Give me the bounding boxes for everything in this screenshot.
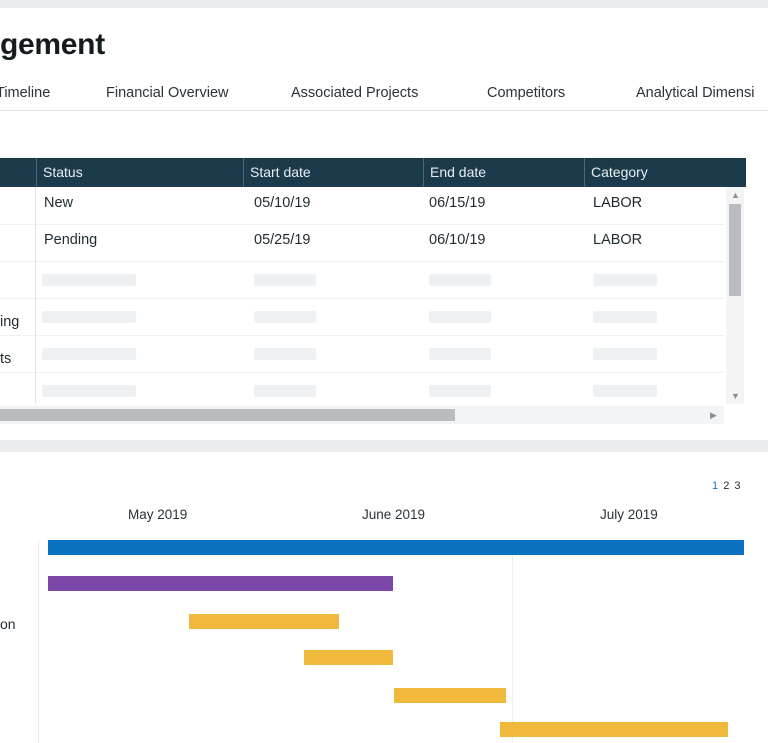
column-header-end-date[interactable]: End date bbox=[423, 158, 584, 187]
loading-placeholder bbox=[593, 348, 657, 360]
row-label: ts bbox=[0, 351, 12, 367]
loading-placeholder bbox=[593, 385, 657, 397]
category-cell: LABOR bbox=[593, 232, 643, 248]
column-header-start-date[interactable]: Start date bbox=[243, 158, 423, 187]
loading-placeholder bbox=[42, 385, 136, 397]
loading-placeholder bbox=[429, 385, 491, 397]
gantt-bar-blue[interactable] bbox=[48, 540, 744, 555]
pager: 1 2 3 bbox=[712, 480, 742, 492]
gantt-row-label: on bbox=[0, 616, 16, 632]
horizontal-scroll-thumb[interactable] bbox=[0, 409, 455, 421]
loading-placeholder bbox=[42, 274, 136, 286]
loading-placeholder bbox=[42, 348, 136, 360]
scroll-down-icon[interactable]: ▼ bbox=[731, 391, 740, 401]
loading-placeholder bbox=[42, 311, 136, 323]
scroll-right-icon[interactable]: ▶ bbox=[710, 410, 717, 420]
start-date-cell: 05/10/19 bbox=[254, 195, 311, 211]
loading-placeholder bbox=[593, 274, 657, 286]
scroll-up-icon[interactable]: ▲ bbox=[731, 190, 740, 200]
frozen-column-divider bbox=[35, 187, 36, 404]
start-date-cell: 05/25/19 bbox=[254, 232, 311, 248]
gantt-bar-yellow[interactable] bbox=[394, 688, 506, 703]
status-cell: New bbox=[44, 195, 74, 211]
details-panel: gement Timeline Financial Overview Assoc… bbox=[0, 8, 768, 440]
gantt-bar-yellow[interactable] bbox=[304, 650, 393, 665]
gantt-gridline bbox=[38, 540, 39, 743]
placeholder-row bbox=[0, 372, 724, 404]
end-date-cell: 06/10/19 bbox=[429, 232, 486, 248]
placeholder-row bbox=[0, 335, 724, 373]
vertical-scrollbar[interactable]: ▲ ▼ bbox=[726, 187, 744, 404]
loading-placeholder bbox=[254, 274, 316, 286]
tab-associated-projects[interactable]: Associated Projects bbox=[291, 85, 419, 101]
gantt-bar-purple[interactable] bbox=[48, 576, 393, 591]
table-row[interactable]: Pending 05/25/19 06/10/19 LABOR bbox=[0, 224, 724, 262]
gantt-bar-yellow[interactable] bbox=[189, 614, 339, 629]
page-2-link[interactable]: 2 bbox=[723, 480, 731, 492]
month-label: June 2019 bbox=[362, 507, 426, 522]
tab-bar: Timeline Financial Overview Associated P… bbox=[0, 80, 768, 111]
loading-placeholder bbox=[429, 348, 491, 360]
month-label: July 2019 bbox=[600, 507, 658, 522]
gantt-gridline bbox=[512, 540, 513, 743]
grid-header: Status Start date End date Category bbox=[0, 158, 746, 187]
category-cell: LABOR bbox=[593, 195, 643, 211]
timeline-panel: 1 2 3 May 2019 June 2019 July 2019 on bbox=[0, 452, 768, 743]
data-grid: Status Start date End date Category New … bbox=[0, 158, 746, 426]
placeholder-row bbox=[0, 298, 724, 336]
loading-placeholder bbox=[429, 311, 491, 323]
page-1-link[interactable]: 1 bbox=[712, 480, 720, 492]
column-header-status[interactable]: Status bbox=[36, 158, 243, 187]
loading-placeholder bbox=[593, 311, 657, 323]
column-header-category[interactable]: Category bbox=[584, 158, 746, 187]
tab-timeline[interactable]: Timeline bbox=[0, 85, 51, 101]
month-label: May 2019 bbox=[128, 507, 188, 522]
tab-financial-overview[interactable]: Financial Overview bbox=[106, 85, 229, 101]
page-title: gement bbox=[0, 28, 105, 61]
tab-analytical-dimensions[interactable]: Analytical Dimensi bbox=[636, 85, 755, 101]
status-cell: Pending bbox=[44, 232, 98, 248]
loading-placeholder bbox=[254, 348, 316, 360]
table-row[interactable]: New 05/10/19 06/15/19 LABOR bbox=[0, 187, 724, 225]
horizontal-scrollbar[interactable]: ▶ bbox=[0, 406, 724, 424]
placeholder-row bbox=[0, 261, 724, 299]
row-label: ing bbox=[0, 314, 20, 330]
loading-placeholder bbox=[254, 385, 316, 397]
end-date-cell: 06/15/19 bbox=[429, 195, 486, 211]
page-3-link[interactable]: 3 bbox=[734, 480, 742, 492]
loading-placeholder bbox=[429, 274, 491, 286]
tab-competitors[interactable]: Competitors bbox=[487, 85, 566, 101]
loading-placeholder bbox=[254, 311, 316, 323]
gantt-bar-yellow[interactable] bbox=[500, 722, 728, 737]
vertical-scroll-thumb[interactable] bbox=[729, 204, 741, 296]
